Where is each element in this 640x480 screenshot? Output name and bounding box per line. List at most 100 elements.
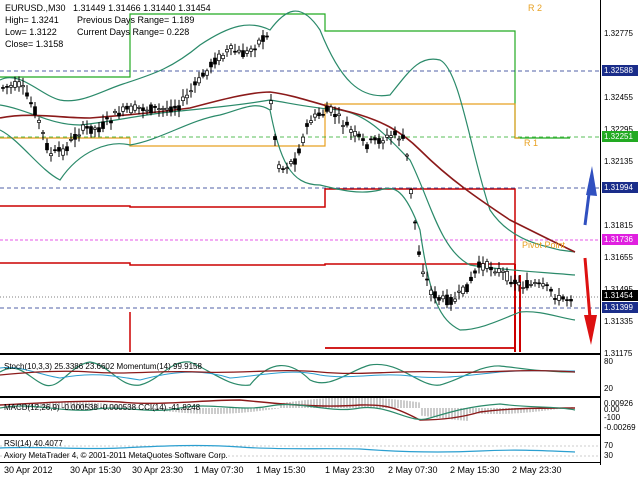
symbol-label: EURUSD.,M30 [5, 3, 66, 13]
candle-body [321, 114, 325, 116]
candle-body [209, 61, 213, 68]
candle-body [305, 123, 309, 127]
candle-body [205, 70, 209, 76]
stoch-axis-label: 80 [604, 357, 613, 366]
price-axis-label: 1.32775 [604, 29, 633, 38]
candle-body [357, 133, 361, 137]
pane-separator [0, 434, 600, 436]
indicator-scale-border [600, 355, 601, 465]
candle-body [281, 168, 285, 170]
candle-body [377, 138, 381, 144]
price-tag-31399: 1.31399 [602, 302, 638, 313]
candle-body [381, 140, 385, 144]
candle-body [469, 276, 473, 282]
candle-body [393, 130, 397, 136]
candle-body [297, 148, 301, 154]
candle-body [81, 124, 85, 131]
candle-body [41, 132, 45, 134]
time-axis-label: 1 May 23:30 [325, 465, 375, 475]
candle-body [241, 50, 245, 57]
candle-body [553, 298, 557, 300]
candle-body [409, 189, 413, 195]
candle-body [257, 39, 261, 45]
candle-body [61, 148, 65, 156]
candles [1, 30, 573, 311]
price-tag-32251: 1.32251 [602, 131, 638, 142]
macd-axis-label: 0.00 [604, 405, 620, 414]
candle-body [457, 290, 461, 293]
candle-body [385, 134, 389, 138]
candle-body [313, 113, 317, 118]
candle-body [73, 134, 77, 140]
candle-body [273, 136, 277, 140]
candle-body [197, 77, 201, 84]
candle-body [413, 221, 417, 224]
ohlc-label: 1.31449 1.31466 1.31440 1.31454 [73, 3, 211, 13]
candle-body [513, 279, 517, 285]
candle-body [9, 85, 13, 88]
candle-body [261, 35, 265, 42]
candle-body [65, 146, 69, 152]
candle-body [101, 121, 105, 129]
stoch-lines [0, 361, 576, 387]
candle-body [49, 153, 53, 157]
candle-body [265, 35, 269, 38]
up-arrow-icon [583, 166, 597, 226]
down-arrow-icon [583, 257, 597, 345]
candle-body [53, 149, 57, 152]
candle-body [565, 299, 569, 301]
candle-body [161, 108, 165, 110]
candle-body [285, 167, 289, 170]
candle-body [145, 109, 149, 112]
time-axis-label: 2 May 15:30 [450, 465, 500, 475]
candle-body [201, 72, 205, 77]
candle-body [77, 134, 81, 137]
macd-lines [0, 397, 576, 421]
candle-body [361, 138, 365, 141]
close-label: Close= 1.3158 [5, 39, 64, 49]
time-axis-label: 30 Apr 15:30 [70, 465, 122, 475]
candle-body [137, 106, 141, 109]
candle-body [529, 284, 533, 286]
candle-body [189, 90, 193, 93]
candle-body [37, 119, 41, 123]
candle-body [109, 120, 113, 124]
candle-body [225, 49, 229, 53]
s2-line [0, 262, 515, 266]
price-tag-32588: 1.32588 [602, 65, 638, 76]
candle-body [33, 106, 37, 116]
price-axis-label: 1.31815 [604, 221, 633, 230]
moving-average [0, 91, 576, 253]
candle-body [365, 144, 369, 150]
candle-body [525, 280, 529, 289]
price-scale-border [600, 0, 601, 355]
candle-body [245, 50, 249, 54]
bollinger-upper [0, 10, 576, 253]
candle-body [5, 86, 9, 88]
candle-body [329, 106, 333, 113]
copyright-label: Axiory MetaTrader 4, © 2001-2011 MetaQuo… [4, 451, 228, 460]
candle-body [17, 81, 21, 88]
candle-body [301, 136, 305, 143]
candle-body [165, 107, 169, 111]
candle-body [125, 105, 129, 110]
time-axis-label: 30 Apr 23:30 [132, 465, 184, 475]
candle-body [485, 261, 489, 269]
candle-body [421, 271, 425, 275]
candle-body [153, 106, 157, 108]
stoch-axis-label: 20 [604, 384, 613, 393]
candle-body [537, 282, 541, 285]
candle-body [509, 281, 513, 285]
time-axis-label: 2 May 07:30 [388, 465, 438, 475]
candle-body [177, 105, 181, 111]
candle-body [561, 296, 565, 300]
candle-body [45, 143, 49, 151]
rsi-label: RSI(14) 40.4077 [4, 439, 63, 448]
candle-body [401, 134, 405, 139]
r2-label: R 2 [528, 3, 543, 13]
candle-body [389, 135, 393, 138]
candle-body [25, 92, 29, 97]
candle-body [441, 295, 445, 300]
candle-body [569, 299, 573, 302]
